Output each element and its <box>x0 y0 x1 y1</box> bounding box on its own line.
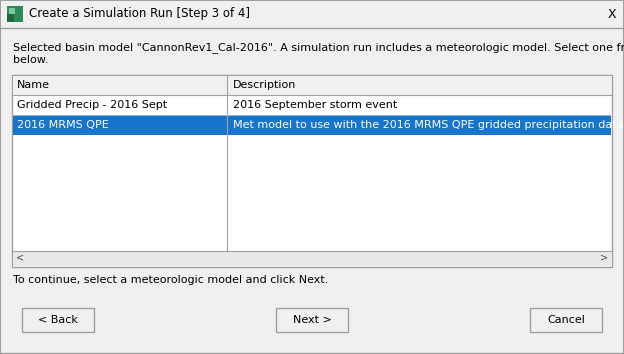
Bar <box>12 75 612 267</box>
Text: 2016 September storm event: 2016 September storm event <box>233 100 397 110</box>
Text: X: X <box>608 7 617 21</box>
Text: Create a Simulation Run [Step 3 of 4]: Create a Simulation Run [Step 3 of 4] <box>29 7 250 21</box>
Text: Selected basin model "CannonRev1_Cal-2016". A simulation run includes a meteorol: Selected basin model "CannonRev1_Cal-201… <box>13 42 624 53</box>
Text: 2016 MRMS QPE: 2016 MRMS QPE <box>17 120 109 130</box>
Bar <box>13 76 611 95</box>
Text: Gridded Precip - 2016 Sept: Gridded Precip - 2016 Sept <box>17 100 167 110</box>
Text: To continue, select a meteorologic model and click Next.: To continue, select a meteorologic model… <box>13 275 328 285</box>
Text: >: > <box>600 253 608 263</box>
Bar <box>530 308 602 332</box>
Text: Next >: Next > <box>293 315 331 325</box>
Text: Met model to use with the 2016 MRMS QPE gridded precipitation data: Met model to use with the 2016 MRMS QPE … <box>233 120 623 130</box>
Text: <: < <box>16 253 24 263</box>
Bar <box>13 115 611 135</box>
Text: < Back: < Back <box>38 315 78 325</box>
Text: Name: Name <box>17 80 50 90</box>
Text: Description: Description <box>233 80 296 90</box>
Bar <box>1 1 623 28</box>
Bar <box>9 8 15 14</box>
Bar <box>276 308 348 332</box>
Text: Cancel: Cancel <box>547 315 585 325</box>
Bar <box>22 308 94 332</box>
Text: below.: below. <box>13 55 49 65</box>
Bar <box>13 251 611 266</box>
Bar <box>7 14 14 22</box>
Bar <box>7 6 23 22</box>
